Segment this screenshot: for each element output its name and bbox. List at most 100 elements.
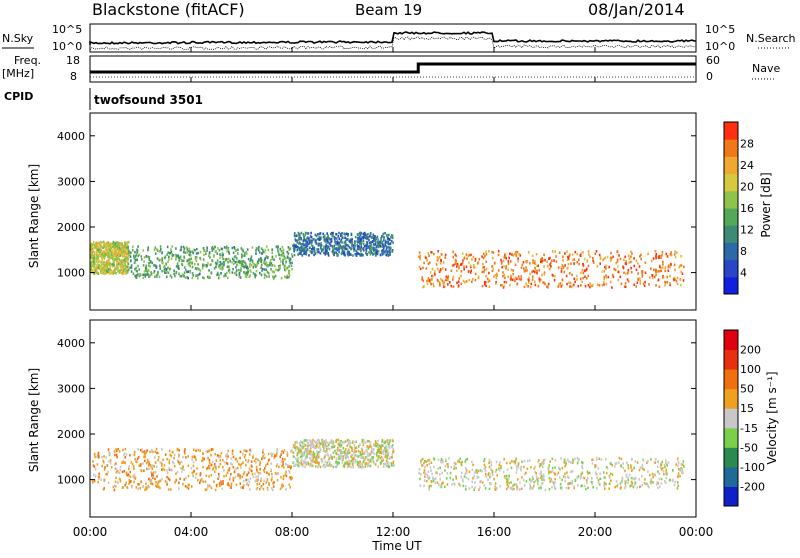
- velocity-y-tick-label: 4000: [57, 337, 85, 350]
- velocity-echo: [130, 485, 133, 489]
- velocity-echo: [126, 473, 128, 477]
- power-echo: [604, 256, 606, 260]
- velocity-echo: [113, 463, 116, 466]
- velocity-echo: [204, 480, 207, 483]
- velocity-echo: [312, 445, 314, 448]
- power-echo: [237, 252, 239, 255]
- power-echo: [616, 258, 619, 262]
- power-echo: [282, 249, 285, 252]
- power-echo: [118, 271, 121, 274]
- power-echo: [182, 250, 185, 254]
- power-echo: [187, 270, 190, 273]
- velocity-echo: [506, 480, 508, 483]
- velocity-echo: [266, 486, 269, 490]
- velocity-echo: [564, 464, 566, 468]
- velocity-echo: [156, 485, 158, 488]
- power-echo: [282, 260, 284, 264]
- velocity-echo: [428, 486, 431, 490]
- velocity-echo: [304, 444, 307, 447]
- velocity-echo: [350, 455, 352, 458]
- power-echo: [110, 242, 112, 245]
- power-echo: [271, 257, 274, 261]
- power-echo: [359, 240, 362, 243]
- velocity-echo: [585, 487, 587, 491]
- power-echo: [369, 233, 372, 237]
- power-echo: [114, 249, 116, 252]
- velocity-echo: [551, 457, 554, 460]
- velocity-echo: [508, 476, 510, 480]
- velocity-echo: [286, 464, 289, 467]
- velocity-echo: [303, 460, 305, 463]
- power-echo: [368, 238, 370, 242]
- power-echo: [246, 252, 248, 255]
- power-echo: [302, 233, 305, 236]
- power-echo: [548, 257, 550, 260]
- power-echo: [418, 251, 421, 254]
- power-echo: [304, 238, 306, 242]
- velocity-echo: [491, 471, 494, 475]
- velocity-echo: [315, 455, 318, 458]
- power-echo: [360, 241, 362, 245]
- power-echo: [503, 265, 505, 268]
- power-echo: [113, 270, 115, 273]
- power-echo: [208, 251, 211, 254]
- power-echo: [148, 275, 150, 279]
- velocity-echo: [163, 468, 166, 472]
- power-echo: [657, 278, 660, 281]
- power-echo: [223, 274, 225, 278]
- power-echo: [576, 274, 578, 278]
- power-echo: [257, 261, 259, 265]
- velocity-colorbar-tick: 50: [740, 383, 754, 396]
- power-echo: [630, 260, 632, 264]
- velocity-echo: [361, 462, 363, 465]
- velocity-echo: [242, 479, 245, 483]
- velocity-echo: [186, 485, 188, 489]
- velocity-echo: [309, 449, 312, 453]
- power-echo: [119, 260, 121, 264]
- power-echo: [497, 269, 500, 272]
- velocity-echo: [367, 447, 370, 450]
- power-echo: [553, 278, 556, 282]
- velocity-echo: [164, 480, 167, 483]
- power-echo: [221, 262, 224, 265]
- velocity-echo: [662, 470, 665, 473]
- power-echo: [134, 268, 136, 271]
- velocity-echo: [595, 464, 598, 467]
- velocity-echo: [387, 465, 390, 468]
- velocity-echo: [548, 464, 550, 467]
- power-echo: [121, 269, 124, 273]
- power-y-tick-label: 4000: [57, 130, 85, 143]
- velocity-echo: [368, 440, 370, 443]
- velocity-echo: [471, 485, 473, 489]
- power-echo: [112, 271, 114, 274]
- power-echo: [344, 244, 346, 247]
- velocity-echo: [102, 459, 104, 463]
- power-echo: [510, 275, 512, 278]
- velocity-echo: [321, 458, 323, 462]
- power-echo: [255, 252, 257, 255]
- velocity-echo: [194, 456, 197, 459]
- velocity-echo: [252, 456, 254, 459]
- velocity-echo: [258, 459, 261, 463]
- power-echo: [175, 257, 177, 261]
- power-echo: [608, 265, 610, 269]
- power-echo: [521, 263, 524, 267]
- power-echo: [198, 268, 200, 271]
- velocity-echo: [259, 468, 261, 471]
- power-echo: [362, 247, 365, 250]
- power-echo: [233, 272, 236, 275]
- velocity-echo: [115, 476, 117, 479]
- power-echo: [265, 245, 268, 248]
- velocity-echo: [449, 476, 452, 480]
- power-echo: [312, 247, 314, 250]
- power-echo: [300, 238, 302, 241]
- velocity-echo: [633, 466, 635, 470]
- velocity-echo: [577, 484, 579, 487]
- power-echo: [334, 236, 337, 240]
- velocity-echo: [564, 472, 566, 475]
- velocity-echo: [309, 445, 312, 448]
- velocity-colorbar-tick: -50: [740, 441, 758, 454]
- velocity-colorbar-tick: -200: [740, 480, 765, 493]
- power-echo: [670, 251, 672, 254]
- power-echo: [388, 242, 390, 246]
